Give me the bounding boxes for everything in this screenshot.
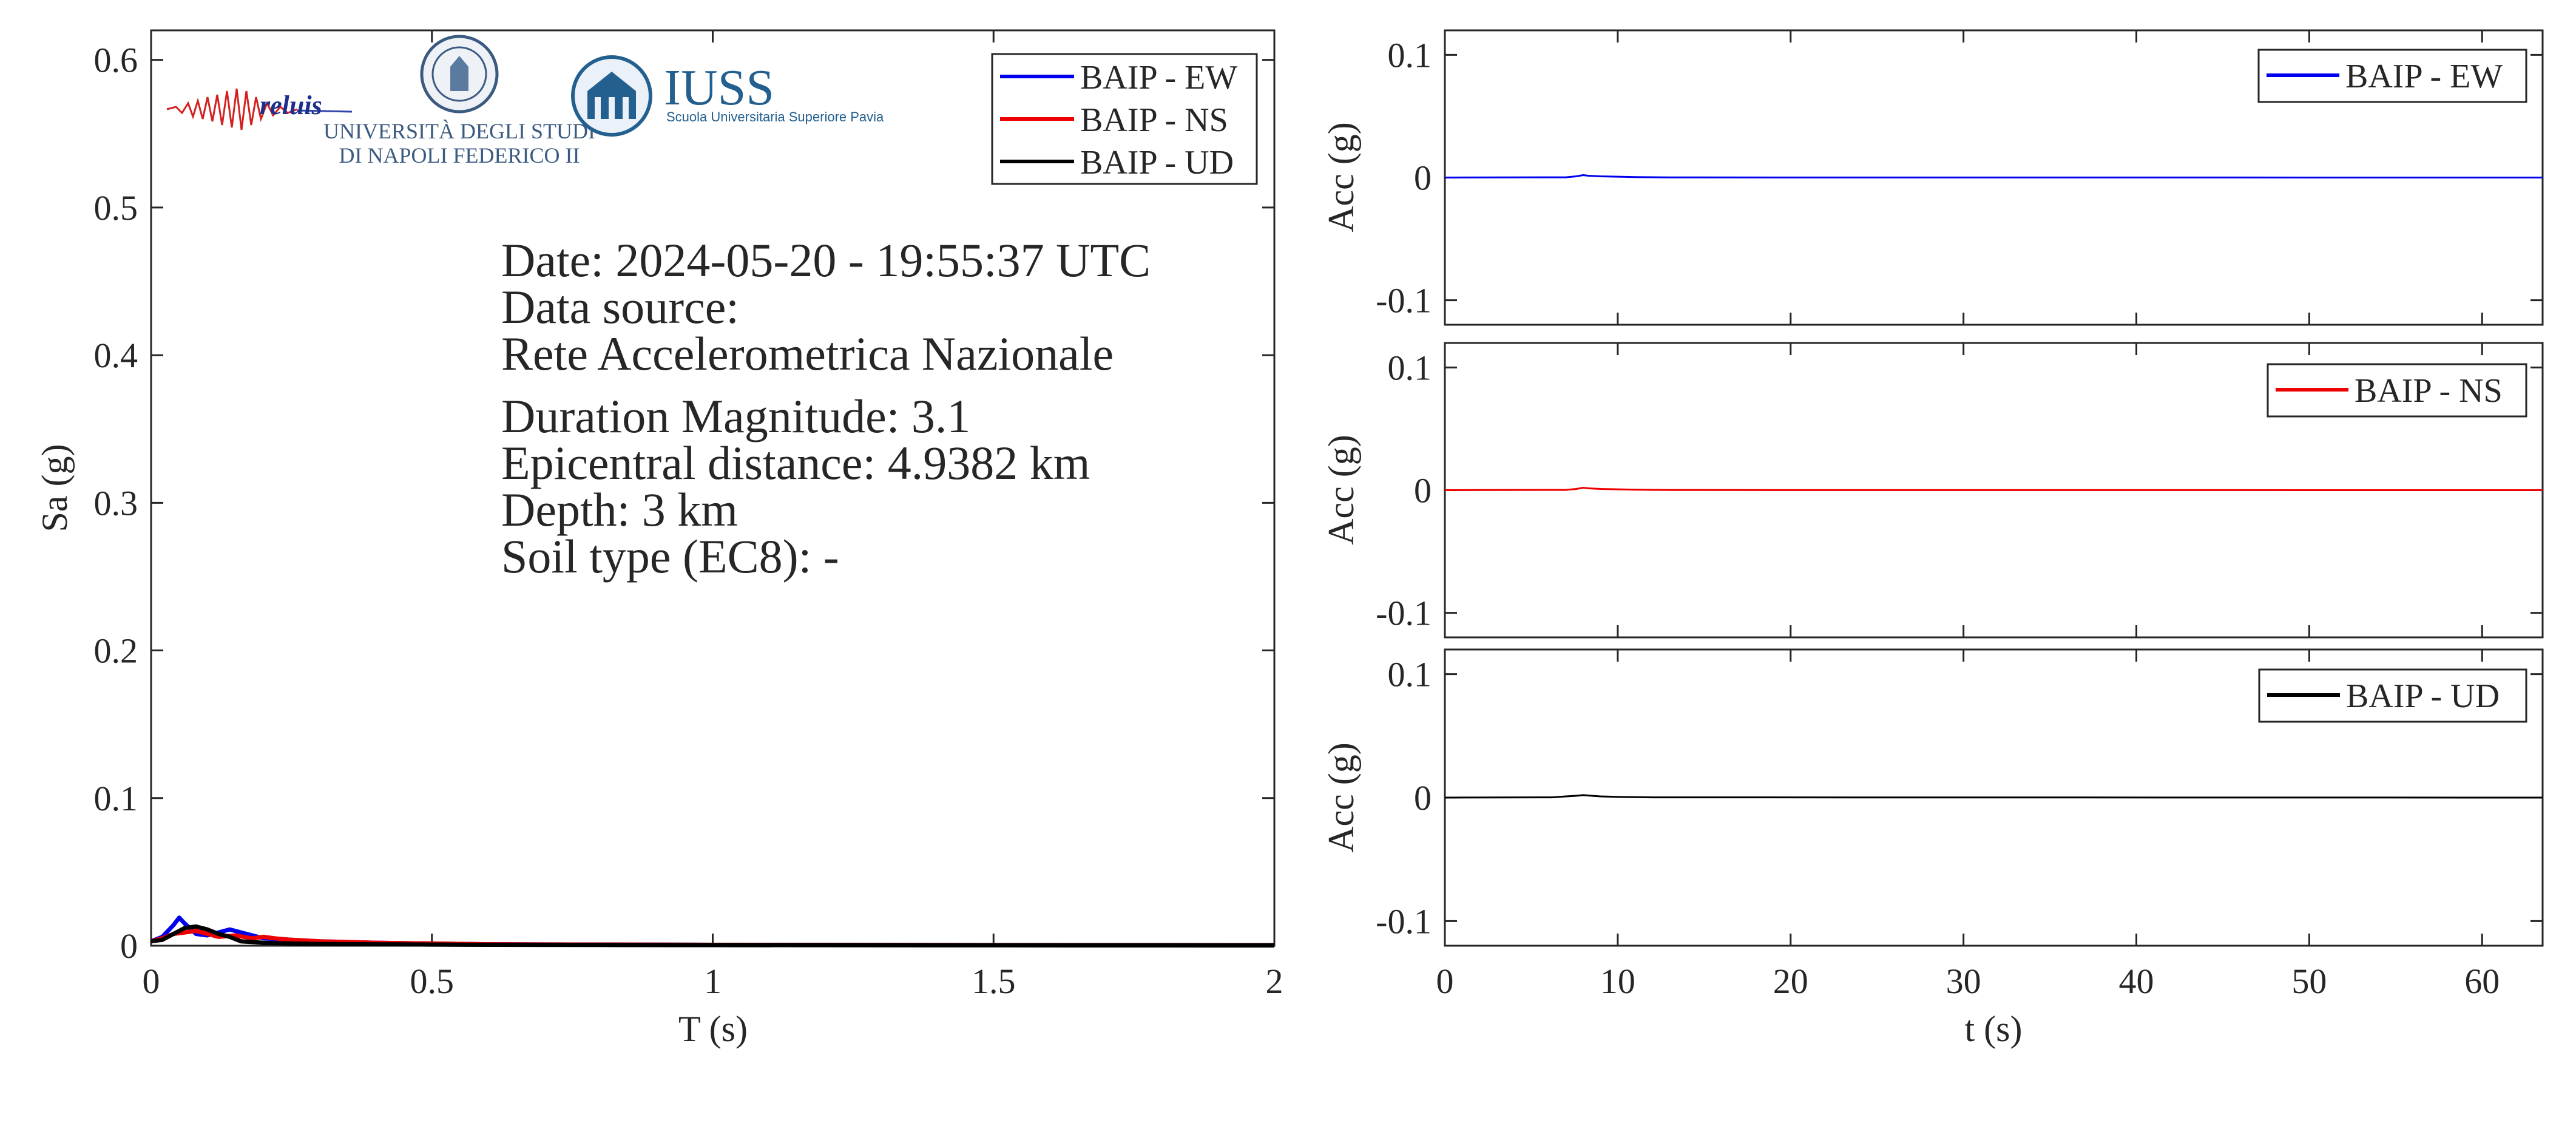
y-tick-label: 0	[120, 926, 138, 966]
event-info: Date: 2024-05-20 - 19:55:37 UTC Data sou…	[501, 234, 1151, 583]
x-tick-label: 20	[1773, 962, 1808, 1001]
x-tick-label: 0	[143, 962, 160, 1001]
unina-logo: UNIVERSITÀ DEGLI STUDI DI NAPOLI FEDERIC…	[323, 35, 595, 168]
timeseries-panel-ns: -0.1 0 0.1 Acc (g) BAIP - NS	[1321, 342, 2544, 639]
timeseries-series-ew	[1444, 174, 2543, 178]
unina-logo-line1: UNIVERSITÀ DEGLI STUDI	[323, 119, 595, 143]
iuss-emblem-window	[623, 97, 629, 119]
timeseries-y-axis-label-ud: Acc (g)	[1321, 742, 1361, 853]
x-tick-label: 60	[2464, 962, 2500, 1001]
y-tick-label: -0.1	[1376, 281, 1432, 321]
timeseries-legend-ud: BAIP - UD	[2258, 668, 2527, 723]
iuss-emblem-window	[609, 97, 615, 119]
iuss-logo: IUSS Scuola Universitaria Superiore Pavi…	[571, 55, 884, 137]
y-tick-label: 0	[1414, 778, 1432, 818]
event-depth: Depth: 3 km	[501, 483, 738, 536]
accel-line-ew	[1444, 174, 2543, 178]
unina-seal-figure	[450, 56, 468, 91]
legend-label-ud: BAIP - UD	[1080, 144, 1234, 181]
y-tick-label: 0.1	[1388, 348, 1432, 387]
timeseries-legend-label-ns: BAIP - NS	[2355, 372, 2503, 410]
data-source-value: Rete Accelerometrica Nazionale	[501, 327, 1114, 380]
iuss-emblem-window	[595, 97, 601, 119]
x-tick-label: 50	[2291, 962, 2327, 1001]
y-tick-label: 0	[1414, 471, 1432, 510]
y-tick-label: 0.4	[94, 336, 138, 375]
iuss-logo-subtitle: Scuola Universitaria Superiore Pavia	[666, 109, 884, 124]
timeseries-series-ns	[1444, 487, 2543, 491]
x-tick-label: 40	[2119, 962, 2154, 1001]
x-tick-label: 2	[1266, 962, 1283, 1001]
spectrum-panel: 0 0.5 1 1.5 2 0 0.1 0.2 0.3 0.4 0.5 0.6 T (s) Sa (g…	[35, 29, 1283, 1049]
y-tick-label: 0.5	[94, 188, 138, 228]
y-tick-label: -0.1	[1376, 901, 1432, 941]
reluis-logo-baseline	[297, 109, 353, 113]
timeseries-panel-ew: -0.1 0 0.1 Acc (g) BAIP - EW	[1321, 29, 2544, 326]
y-tick-label: 0.2	[94, 631, 138, 671]
duration-magnitude: Duration Magnitude: 3.1	[501, 390, 970, 443]
x-tick-label: 0	[1436, 962, 1454, 1001]
x-tick-label: 1	[704, 962, 722, 1001]
timeseries-legend-label-ew: BAIP - EW	[2345, 58, 2503, 95]
y-tick-label: 0.3	[94, 483, 138, 523]
soil-type: Soil type (EC8): -	[501, 530, 839, 583]
accel-line-ns	[1444, 487, 2543, 491]
seismogram-logo-graphic	[166, 88, 298, 131]
x-tick-label: 10	[1600, 962, 1635, 1001]
timeseries-legend-ew: BAIP - EW	[2257, 49, 2527, 103]
y-tick-label: -0.1	[1376, 594, 1432, 633]
timeseries-ticks-ud: 0 10 20 30 40 50 60-0.100.1	[1376, 649, 2543, 1001]
reluis-logo-text: reluis	[260, 90, 322, 120]
y-tick-label: 0.1	[94, 779, 138, 818]
spectrum-legend: BAIP - EW BAIP - NS BAIP - UD	[991, 53, 1258, 185]
spectrum-x-axis-label: T (s)	[678, 1009, 748, 1049]
timeseries-y-axis-label-ew: Acc (g)	[1321, 122, 1361, 232]
timeseries-x-axis-label: t (s)	[1965, 1009, 2023, 1049]
y-tick-label: 0.1	[1388, 655, 1432, 694]
y-tick-label: 0	[1414, 158, 1432, 198]
iuss-logo-title: IUSS	[664, 59, 774, 116]
timeseries-y-axis-label-ns: Acc (g)	[1321, 435, 1361, 545]
timeseries-series-ud	[1444, 794, 2543, 799]
timeseries-legend-label-ud: BAIP - UD	[2346, 677, 2500, 715]
accel-line-ud	[1444, 794, 2543, 799]
spectrum-y-axis-label: Sa (g)	[35, 444, 75, 532]
reluis-logo: reluis	[166, 88, 353, 131]
x-tick-label: 30	[1946, 962, 1981, 1001]
y-tick-label: 0.1	[1388, 35, 1432, 75]
legend-label-ns: BAIP - NS	[1080, 101, 1228, 139]
x-tick-label: 0.5	[410, 962, 455, 1001]
y-tick-label: 0.6	[94, 41, 138, 80]
legend-label-ew: BAIP - EW	[1080, 59, 1237, 97]
spectrum-ticks: 0 0.5 1 1.5 2 0 0.1 0.2 0.3 0.4 0.5 0.6	[94, 30, 1283, 1001]
timeseries-panel-ud: 0 10 20 30 40 50 60-0.100.1 Acc (g) BAIP - UD	[1321, 648, 2544, 1001]
epicentral-distance: Epicentral distance: 4.9382 km	[501, 436, 1090, 489]
data-source-label: Data source:	[501, 280, 739, 333]
unina-logo-line2: DI NAPOLI FEDERICO II	[339, 143, 580, 168]
spectrum-line-ud	[150, 924, 1275, 948]
event-date: Date: 2024-05-20 - 19:55:37 UTC	[501, 234, 1151, 287]
timeseries-legend-ns: BAIP - NS	[2267, 363, 2527, 418]
spectrum-series	[150, 915, 1275, 948]
timeseries-ticks-ns: -0.1 0 0.1	[1376, 343, 2543, 637]
x-tick-label: 1.5	[972, 962, 1016, 1001]
unina-seal-inner	[431, 46, 487, 102]
